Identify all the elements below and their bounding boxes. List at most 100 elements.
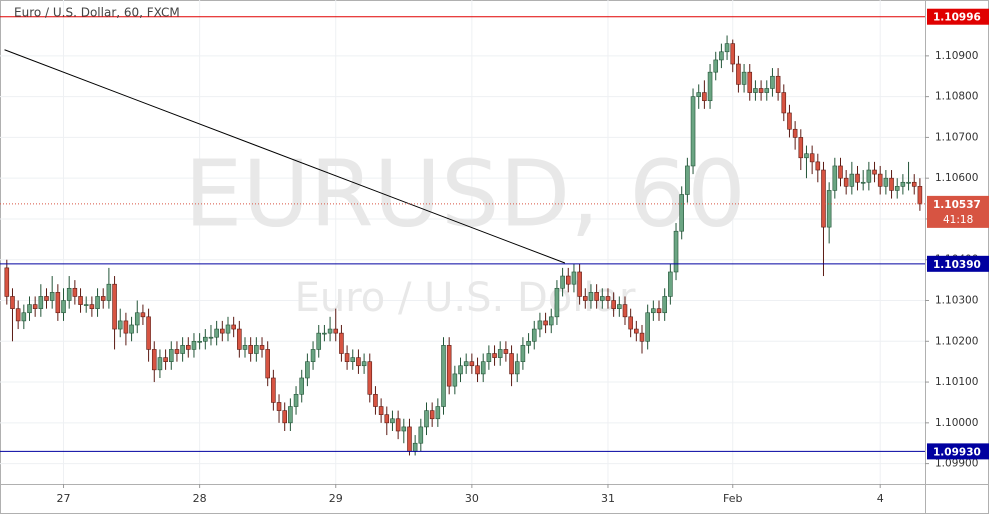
candle-body — [526, 340, 531, 346]
candle-body — [333, 328, 339, 334]
candle-body — [237, 328, 242, 350]
candle-body — [707, 71, 713, 102]
candle-body — [412, 442, 418, 452]
candle-body — [583, 296, 588, 301]
candle-body — [134, 312, 140, 326]
candle-body — [809, 153, 815, 163]
candle-body — [792, 128, 798, 138]
candle-body — [49, 292, 55, 301]
candle-body — [781, 92, 787, 114]
candle-body — [220, 328, 225, 334]
candle-body — [174, 349, 180, 354]
candle-body — [310, 349, 316, 362]
candle-body — [775, 75, 781, 93]
candle-body — [350, 357, 356, 362]
candle-body — [758, 88, 764, 93]
y-tick-label: 1.10200 — [935, 335, 978, 347]
candle-body — [186, 345, 191, 350]
candle-body — [787, 112, 792, 130]
candle-body — [900, 181, 906, 187]
candle-body — [367, 361, 373, 395]
candle-body — [180, 345, 185, 354]
candle-body — [265, 349, 270, 379]
x-tick-label: Feb — [723, 492, 742, 505]
candle-body — [123, 320, 129, 334]
candle-body — [560, 275, 565, 289]
candle-body — [424, 410, 429, 428]
candle-body — [248, 345, 253, 354]
candle-body — [191, 340, 197, 350]
chart-title: Euro / U.S. Dollar, 60, FXCM — [14, 6, 180, 20]
x-tick-label: 28 — [193, 492, 207, 505]
candle-body — [100, 296, 106, 301]
candle-body — [339, 332, 344, 354]
candle-body — [617, 304, 622, 309]
countdown: 41:18 — [943, 214, 973, 226]
candle-body — [798, 137, 804, 159]
candle-body — [815, 161, 821, 171]
candle-body — [849, 173, 855, 187]
candle-body — [117, 320, 123, 330]
candle-body — [463, 361, 469, 367]
candle-body — [390, 418, 395, 424]
candle-body — [866, 169, 872, 183]
candle-body — [276, 402, 282, 411]
candle-body — [843, 177, 849, 187]
x-tick-label: 30 — [465, 492, 479, 505]
candle-body — [225, 324, 231, 334]
candle-body — [163, 357, 168, 362]
candle-body — [356, 357, 361, 367]
candle-body — [66, 287, 72, 301]
candle-body — [395, 418, 401, 432]
candle-body — [702, 92, 707, 102]
candle-body — [872, 169, 877, 175]
x-tick-label: 27 — [57, 492, 71, 505]
candle-body — [685, 165, 690, 195]
candle-body — [911, 181, 917, 187]
last-price-label: 1.10537 — [933, 199, 981, 211]
candle-body — [724, 43, 730, 53]
candle-body — [27, 304, 32, 314]
candle-body — [271, 377, 276, 403]
watermark: EURUSD, 60 — [184, 140, 746, 247]
candle-body — [713, 59, 719, 73]
candle-body — [548, 316, 554, 326]
candle-body — [826, 190, 832, 228]
candle-body — [21, 312, 27, 322]
candle-body — [764, 88, 770, 93]
candle-body — [231, 324, 236, 330]
level-label: 1.09930 — [933, 446, 981, 458]
candle-body — [327, 328, 333, 334]
candle-body — [730, 43, 736, 65]
y-tick-label: 1.10700 — [935, 131, 978, 143]
candle-body — [384, 414, 390, 424]
y-tick-label: 1.10800 — [935, 91, 978, 103]
candle-body — [741, 71, 747, 85]
candle-body — [38, 296, 44, 309]
candle-body — [628, 316, 633, 330]
y-tick-label: 1.10300 — [935, 295, 978, 307]
candle-body — [203, 336, 208, 342]
candle-body — [293, 393, 299, 407]
candle-body — [497, 349, 503, 358]
candle-body — [832, 165, 838, 191]
candle-body — [770, 75, 775, 89]
candle-body — [4, 267, 10, 297]
level-label-bg — [927, 443, 989, 460]
candle-body — [877, 173, 883, 187]
candle-body — [316, 332, 322, 350]
candle-body — [622, 304, 628, 318]
candle-body — [894, 186, 900, 191]
candle-body — [668, 271, 673, 297]
candle-body — [605, 296, 611, 301]
y-tick-label: 1.10600 — [935, 172, 978, 184]
candle-body — [554, 287, 560, 318]
candle-body — [860, 181, 866, 184]
candle-body — [719, 51, 724, 61]
candle-body — [883, 177, 889, 187]
candle-body — [429, 410, 435, 420]
candle-body — [889, 177, 894, 191]
candle-body — [537, 320, 543, 330]
candle-body — [214, 328, 219, 338]
candle-body — [259, 345, 265, 350]
